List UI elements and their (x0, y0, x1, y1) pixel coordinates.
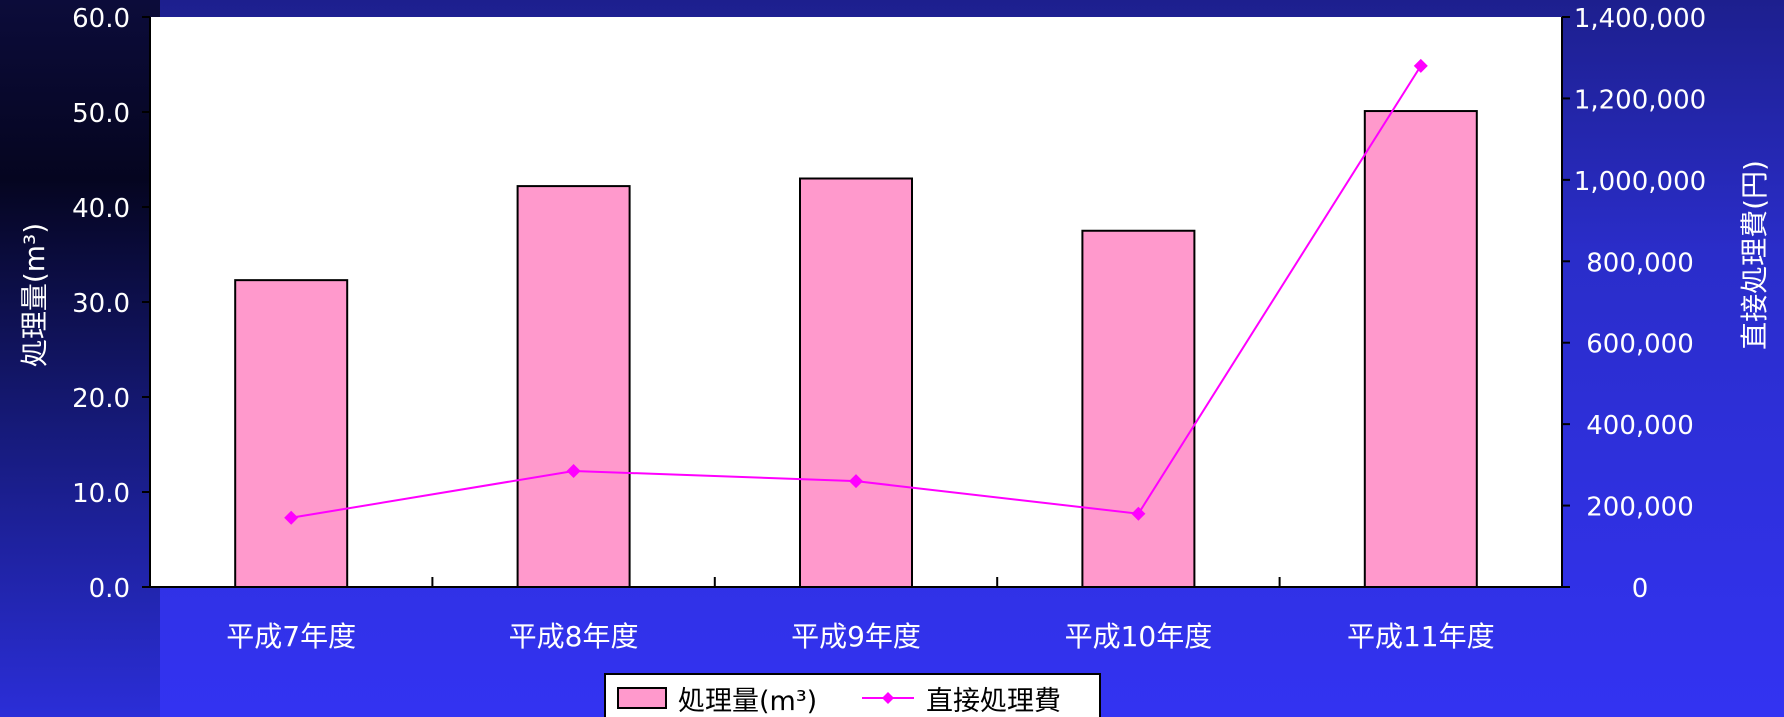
left-tick-label: 30.0 (72, 289, 130, 319)
right-tick-label: 1,400,000 (1574, 4, 1706, 34)
category-label-3: 平成9年度 (791, 620, 921, 653)
category-label-1: 平成7年度 (226, 620, 356, 653)
right-tick-label: 0 (1632, 574, 1649, 604)
bars-layer (234, 110, 1478, 589)
right-tick-label: 600,000 (1586, 330, 1694, 360)
left-tick-label: 40.0 (72, 194, 130, 224)
bar-1 (234, 279, 349, 588)
left-shade (0, 0, 160, 717)
left-tick-label: 20.0 (72, 384, 130, 414)
category-label-4: 平成10年度 (1065, 620, 1213, 653)
line-point-2 (566, 463, 581, 478)
right-axis-ticks: 0 200,000 400,000 600,000 800,000 1,000,000 1,… (1562, 4, 1706, 604)
bar-4 (1081, 229, 1196, 588)
left-axis-ticks: 0.0 10.0 20.0 30.0 40.0 50.0 60.0 (72, 4, 150, 604)
bar-2 (516, 185, 631, 588)
legend-line-marker (882, 692, 894, 704)
line-point-5 (1413, 58, 1428, 73)
line-point-1 (284, 510, 299, 525)
right-tick-label: 1,200,000 (1574, 85, 1706, 115)
legend: 処理量(m³) 直接処理費 (604, 673, 1101, 717)
legend-bar-swatch (617, 687, 667, 709)
left-axis-title: 処理量(m³) (18, 223, 51, 367)
right-tick-label: 200,000 (1586, 493, 1694, 523)
category-label-2: 平成8年度 (509, 620, 639, 653)
line-series-layer (284, 58, 1428, 525)
line-point-3 (849, 474, 863, 489)
bar-5 (1363, 110, 1478, 589)
right-tick-label: 1,000,000 (1574, 167, 1706, 197)
line-point-4 (1131, 506, 1146, 521)
right-tick-label: 800,000 (1586, 248, 1694, 278)
left-tick-label: 0.0 (89, 574, 130, 604)
legend-bar-label: 処理量(m³) (678, 686, 817, 717)
right-tick-label: 400,000 (1586, 411, 1694, 441)
right-axis-title: 直接処理費(円) (1738, 160, 1771, 350)
left-tick-label: 50.0 (72, 99, 130, 129)
left-tick-label: 10.0 (72, 479, 130, 509)
category-labels: 平成7年度 平成8年度 平成9年度 平成10年度 平成11年度 (226, 620, 1494, 653)
legend-box (604, 673, 1101, 717)
legend-line-label: 直接処理費 (926, 686, 1061, 717)
left-tick-label: 60.0 (72, 4, 130, 34)
category-label-5: 平成11年度 (1347, 620, 1495, 653)
bar-3 (799, 177, 913, 588)
